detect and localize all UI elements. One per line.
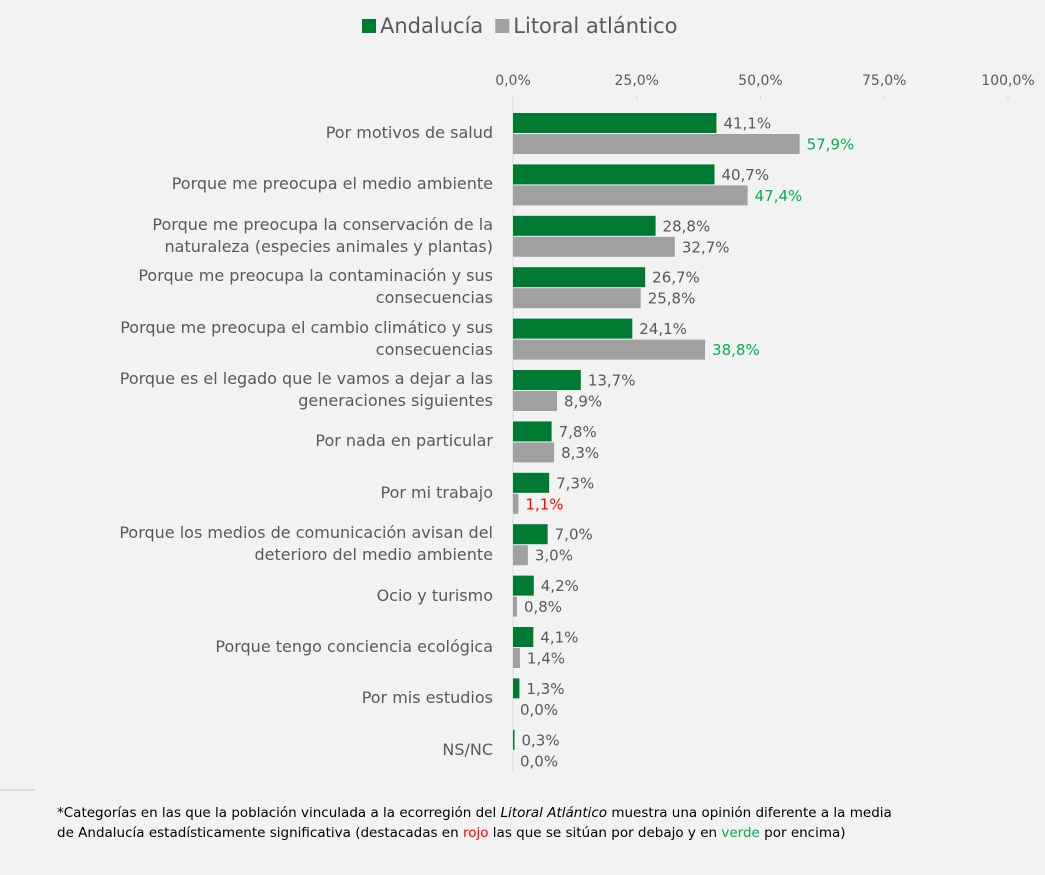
bar: [513, 370, 581, 390]
value-label: 1,4%: [527, 650, 565, 668]
category-label: Por nada en particular: [315, 431, 493, 451]
value-label: 13,7%: [588, 372, 636, 390]
bar: [513, 493, 519, 514]
bar: [513, 215, 656, 236]
bar: [513, 318, 633, 339]
category-label: Porque los medios de comunicación avisan…: [119, 523, 493, 565]
x-tick-label: 25,0%: [615, 73, 659, 89]
legend-label: Litoral atlántico: [513, 14, 677, 38]
value-label: 38,8%: [712, 341, 760, 359]
category-label: Por motivos de salud: [325, 123, 493, 142]
value-label: 4,2%: [541, 577, 579, 595]
value-label: 0,0%: [520, 701, 558, 719]
bar: [513, 185, 748, 206]
bar: [513, 421, 552, 442]
category-label: Por mis estudios: [361, 688, 493, 708]
bar: [513, 678, 520, 699]
bar: [513, 545, 528, 566]
bar: [513, 288, 641, 309]
value-label: 8,3%: [561, 444, 599, 462]
legend-swatch: [362, 19, 376, 33]
bar: [513, 391, 558, 411]
category-label: Ocio y turismo: [376, 585, 493, 605]
bar: [513, 339, 706, 360]
category-label: Porque es el legado que le vamos a dejar…: [119, 369, 493, 410]
category-label: Porque me preocupa el cambio climático y…: [120, 317, 493, 359]
value-label: 32,7%: [682, 238, 730, 256]
footnote-text: de Andalucía estadísticamente significat…: [57, 825, 463, 841]
legend-label: Andalucía: [380, 14, 483, 38]
category-label: Por mi trabajo: [380, 482, 494, 502]
category-label: Porque tengo conciencia ecológica: [215, 637, 493, 656]
value-label: 57,9%: [807, 136, 855, 154]
bar: [513, 627, 534, 647]
bar: [513, 442, 555, 463]
bar: [513, 267, 646, 288]
legend-swatch: [495, 19, 510, 33]
bar: [513, 236, 675, 257]
footnote-line: de Andalucía estadísticamente significat…: [57, 823, 892, 843]
x-tick-label: 75,0%: [862, 73, 906, 89]
footnote-text: las que se sitúan por debajo y en: [488, 825, 722, 841]
value-label: 0,8%: [524, 598, 562, 616]
value-label: 0,3%: [521, 731, 559, 749]
x-tick-label: 100,0%: [981, 73, 1034, 89]
value-label: 24,1%: [639, 320, 687, 338]
footnote-text: *Categorías en las que la población vinc…: [57, 805, 501, 821]
bar: [513, 729, 515, 750]
value-label: 40,7%: [721, 166, 769, 184]
value-label: 28,8%: [663, 217, 711, 235]
category-label: Porque me preocupa el medio ambiente: [171, 174, 493, 194]
value-label: 7,0%: [555, 526, 593, 544]
value-label: 7,8%: [559, 423, 597, 441]
value-label: 7,3%: [556, 474, 594, 492]
value-label: 3,0%: [535, 547, 573, 565]
footnote-text: Litoral Atlántico: [500, 805, 608, 821]
value-label: 8,9%: [564, 393, 602, 411]
bar: [513, 164, 715, 185]
value-label: 4,1%: [540, 629, 578, 647]
x-tick-label: 0,0%: [495, 73, 531, 89]
value-label: 1,3%: [526, 680, 564, 698]
category-label: Porque me preocupa la conservación de la…: [152, 214, 493, 256]
footnote-text: por encima): [759, 825, 846, 841]
bar: [513, 648, 520, 668]
footnote-text: muestra una opinión diferente a la media: [607, 805, 892, 821]
bar: [513, 134, 800, 154]
value-label: 25,8%: [648, 290, 696, 308]
footnote-line: *Categorías en las que la población vinc…: [57, 803, 892, 823]
category-label: NS/NC: [442, 739, 493, 759]
bar: [513, 575, 534, 596]
bar: [513, 472, 550, 493]
footnote-text: verde: [721, 825, 760, 841]
value-label: 26,7%: [652, 269, 700, 287]
value-label: 47,4%: [755, 187, 803, 205]
x-tick-label: 50,0%: [738, 73, 782, 89]
bar: [513, 113, 717, 133]
value-label: 1,1%: [525, 495, 563, 513]
value-label: 41,1%: [723, 115, 771, 133]
footnote: *Categorías en las que la población vinc…: [57, 803, 892, 843]
bar: [513, 596, 517, 617]
category-label: Porque me preocupa la contaminación y su…: [138, 266, 493, 308]
footnote-text: rojo: [462, 825, 489, 841]
value-label: 0,0%: [520, 752, 558, 770]
bar: [513, 524, 548, 545]
